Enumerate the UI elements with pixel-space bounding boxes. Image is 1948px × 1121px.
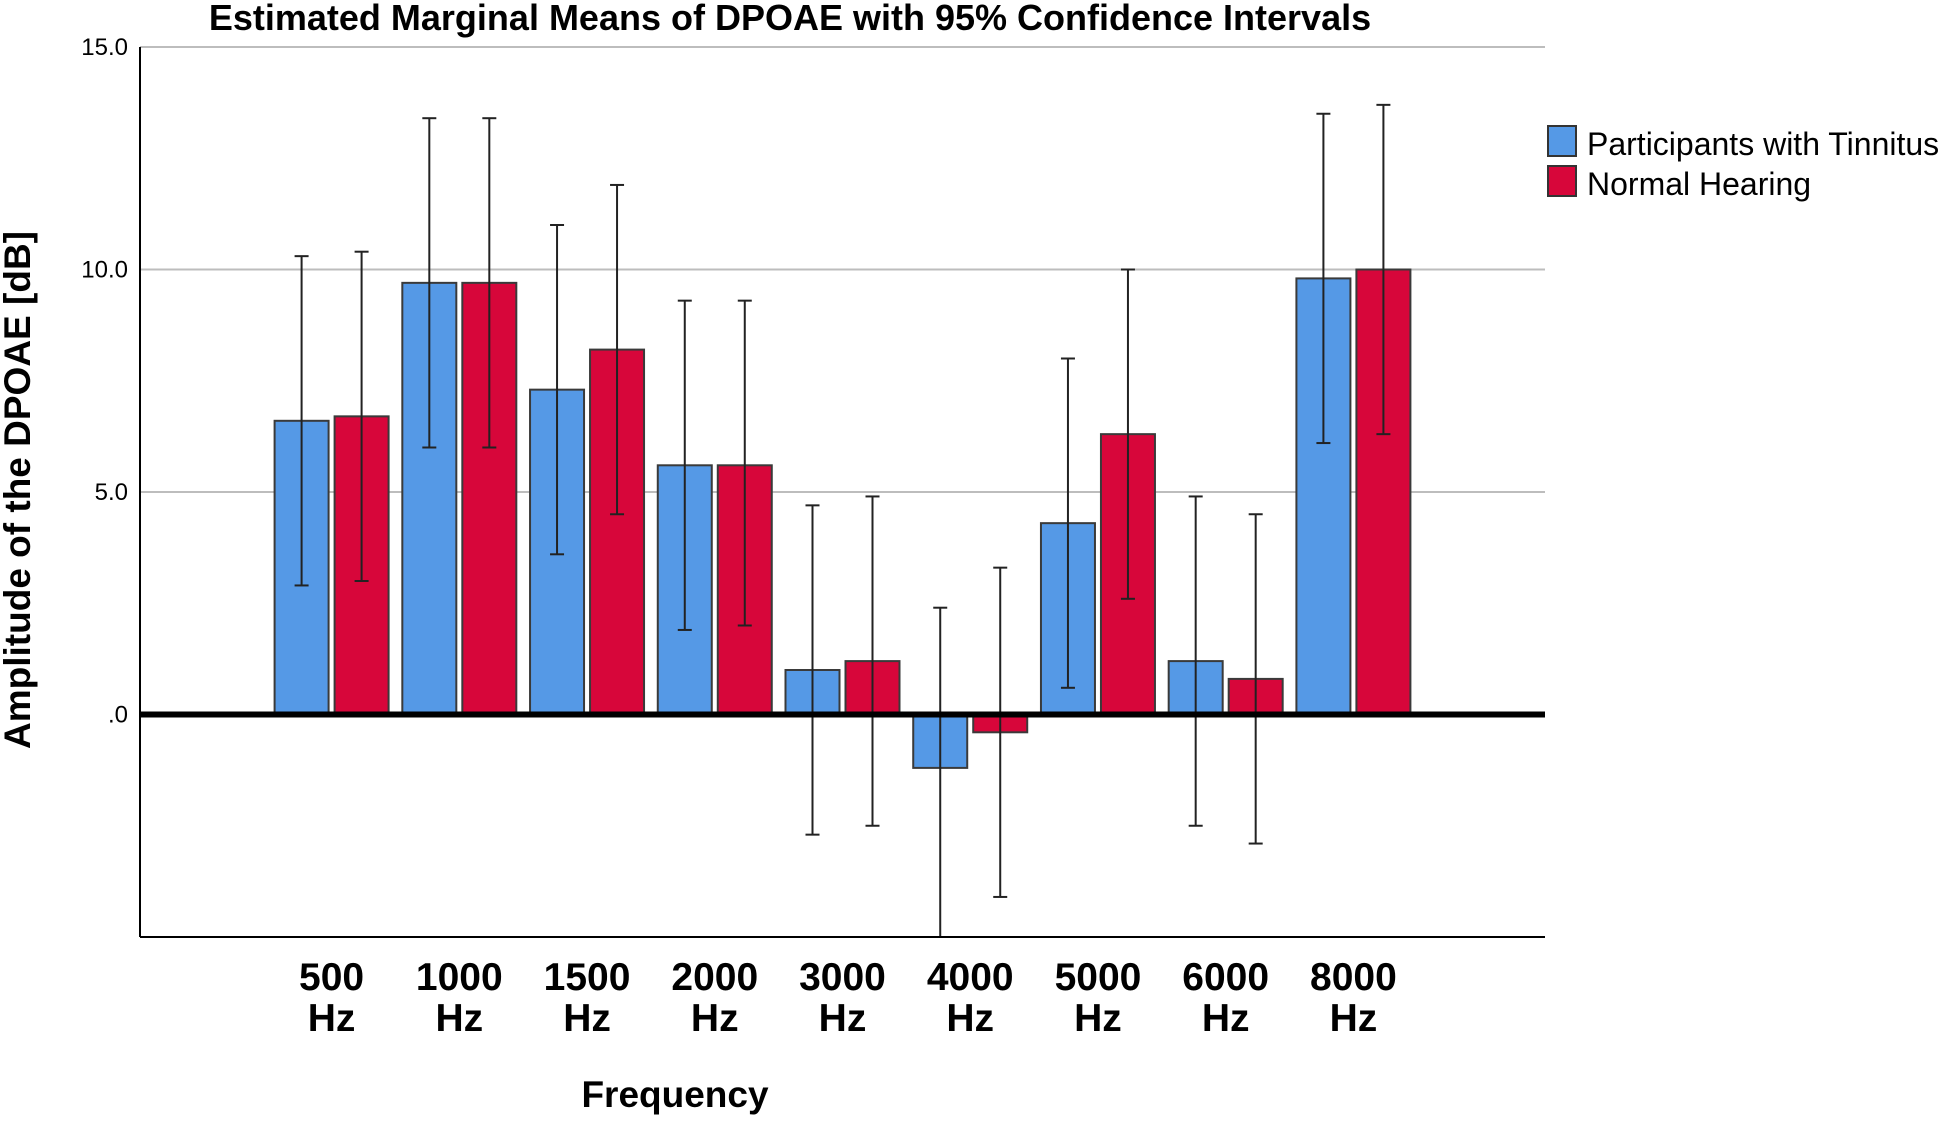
error-bar-normal-hearing-3000: [865, 495, 880, 827]
axes: [139, 47, 1545, 938]
x-tick-label-unit: Hz: [819, 997, 867, 1040]
x-tick-label-value: 8000: [1310, 956, 1397, 999]
x-tick-label-unit: Hz: [691, 997, 739, 1040]
error-bar-participants-with-tinnitus-1000: [422, 117, 437, 449]
x-tick-label-value: 3000: [799, 956, 886, 999]
y-tick-label: 15.0: [81, 34, 128, 61]
x-tick-label-unit: Hz: [308, 997, 356, 1040]
x-tick-label-value: 500: [299, 956, 364, 999]
x-tick-label-value: 2000: [671, 956, 758, 999]
error-bar-normal-hearing-6000: [1248, 513, 1263, 845]
legend-label-normal-hearing: Normal Hearing: [1587, 166, 1811, 202]
x-tick-label-unit: Hz: [1330, 997, 1378, 1040]
error-bar-normal-hearing-1000: [482, 117, 497, 449]
error-bar-normal-hearing-1500: [610, 183, 625, 516]
error-bar-normal-hearing-4000: [993, 566, 1008, 898]
error-bar-normal-hearing-8000: [1376, 103, 1391, 436]
error-bar-normal-hearing-500: [354, 250, 369, 582]
legend: Participants with Tinnitus Normal Hearin…: [1547, 125, 1939, 202]
x-tick-label-value: 6000: [1182, 956, 1269, 999]
legend-swatch-tinnitus: [1547, 125, 1577, 157]
error-bar-participants-with-tinnitus-1500: [550, 224, 565, 556]
x-tick-label-unit: Hz: [1074, 997, 1122, 1040]
error-bar-participants-with-tinnitus-4000: [933, 606, 948, 937]
error-bar-participants-with-tinnitus-8000: [1316, 112, 1331, 445]
error-bar-participants-with-tinnitus-3000: [805, 504, 820, 836]
x-tick-label-value: 1000: [416, 956, 503, 999]
y-tick-label: .0: [108, 702, 128, 729]
legend-label-tinnitus: Participants with Tinnitus: [1587, 126, 1939, 162]
x-tick-label-unit: Hz: [946, 997, 994, 1040]
error-bar-participants-with-tinnitus-2000: [677, 299, 692, 631]
bars: [273, 268, 1412, 769]
y-axis-label: Amplitude of the DPOAE [dB]: [0, 231, 38, 749]
error-bar-participants-with-tinnitus-5000: [1060, 357, 1075, 689]
x-tick-labels: 500Hz1000Hz1500Hz2000Hz3000Hz4000Hz5000H…: [299, 956, 1397, 1040]
x-tick-label-unit: Hz: [563, 997, 611, 1040]
x-tick-label-value: 4000: [927, 956, 1014, 999]
x-tick-label-unit: Hz: [1202, 997, 1250, 1040]
y-tick-label: 10.0: [81, 257, 128, 284]
legend-swatch-normal-hearing: [1547, 165, 1577, 197]
error-bar-participants-with-tinnitus-500: [294, 255, 309, 587]
x-tick-label-value: 1500: [544, 956, 631, 999]
y-tick-labels: 15.0 10.0 5.0 .0: [81, 34, 128, 729]
x-tick-label-value: 5000: [1055, 956, 1142, 999]
error-bar-participants-with-tinnitus-6000: [1188, 495, 1203, 827]
x-tick-label-unit: Hz: [435, 997, 483, 1040]
chart-title: Estimated Marginal Means of DPOAE with 9…: [209, 0, 1371, 38]
x-axis-label: Frequency: [581, 1074, 769, 1115]
y-tick-label: 5.0: [95, 479, 128, 506]
error-bars: [294, 103, 1391, 937]
error-bar-normal-hearing-2000: [737, 299, 752, 627]
error-bar-normal-hearing-5000: [1120, 268, 1135, 600]
